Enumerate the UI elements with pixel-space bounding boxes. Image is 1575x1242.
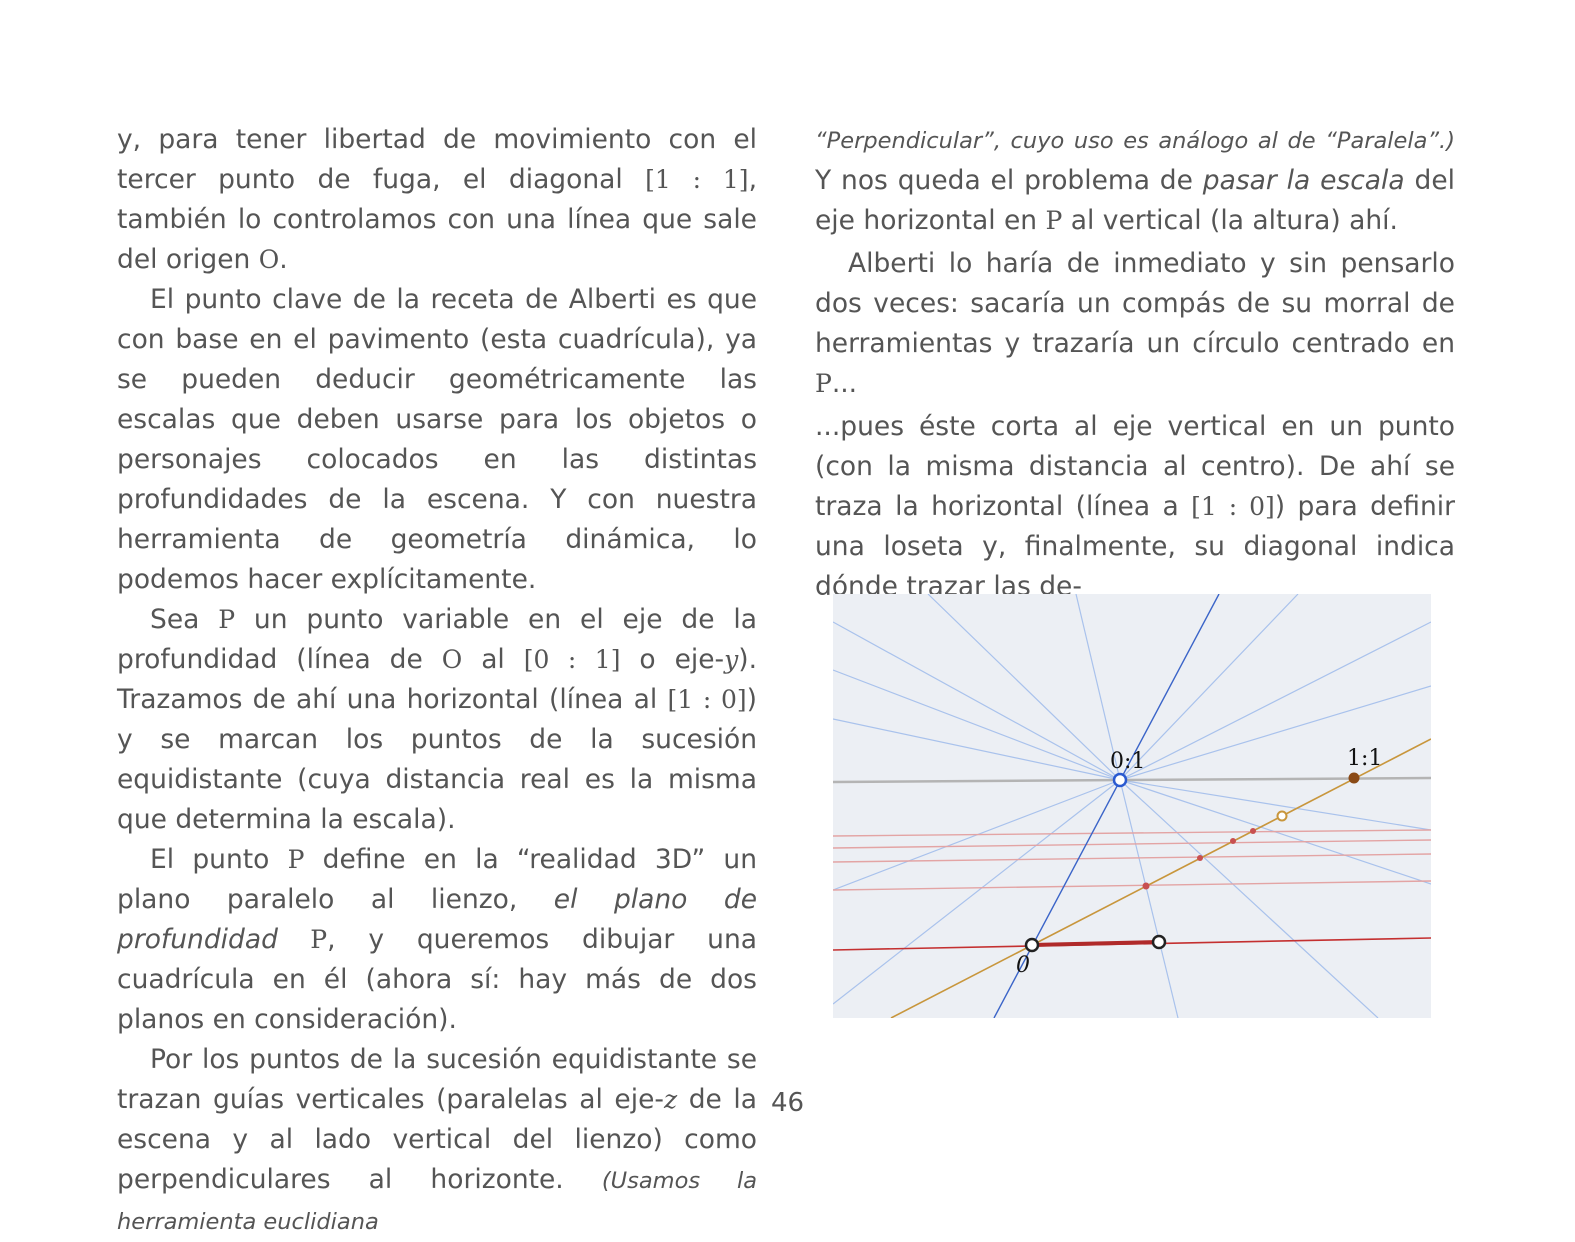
depth-line [833,853,1431,863]
paragraph: Sea P un punto variable en el eje de la … [117,604,757,835]
perspective-diagram: 0:1 1:1 0 [833,594,1431,1018]
intersection-dot [1197,855,1203,861]
point-0-1[interactable] [1112,772,1128,788]
intersection-dot [1142,882,1150,890]
depth-line [833,839,1431,849]
paragraph: “Perpendicular”, cuyo uso es análogo al … [815,128,1455,236]
label-origin: 0 [1016,953,1030,978]
diagonal-point[interactable] [1276,810,1288,822]
paragraph: ...pues éste corta al eje vertical en un… [815,411,1456,602]
point-1-1[interactable] [1348,772,1360,784]
ray-line [833,621,1121,781]
ray-line [927,594,1121,781]
horizon-line [833,776,1431,784]
ray-line [833,669,1121,781]
intersection-dot [1250,828,1256,834]
perspective-figure: 0:1 1:1 0 [833,594,1431,1018]
intersection-dot [1230,838,1236,844]
paragraph: Alberti lo haría de inmediato y sin pens… [815,248,1455,399]
ray-line [833,779,1121,1005]
ray-line [1119,779,1179,1018]
right-column: “Perpendicular”, cuyo uso es análogo al … [815,120,1455,607]
ray-line [1119,621,1431,781]
depth-line [833,880,1431,891]
diagonal-line [890,738,1431,1018]
ray-line [1119,594,1299,781]
depth-line [833,829,1431,837]
ray-line [1075,594,1121,781]
paragraph: El punto P define en la “realidad 3D” un… [117,844,757,1035]
page-number: 46 [770,1088,805,1118]
paragraph: El punto clave de la receta de Alberti e… [117,284,757,595]
paragraph: y, para tener libertad de movimiento con… [117,124,757,275]
origin-point[interactable] [1024,937,1040,953]
scale-point[interactable] [1151,934,1167,950]
scale-segment [1031,940,1160,947]
ray-line [1119,685,1431,781]
ray-line [1119,779,1431,831]
left-column: y, para tener libertad de movimiento con… [117,120,757,1242]
ray-line [1119,779,1379,1018]
label-0-1: 0:1 [1110,749,1145,774]
label-1-1: 1:1 [1347,746,1382,771]
ray-line [833,718,1121,781]
paragraph: Por los puntos de la sucesión equidistan… [117,1044,757,1235]
